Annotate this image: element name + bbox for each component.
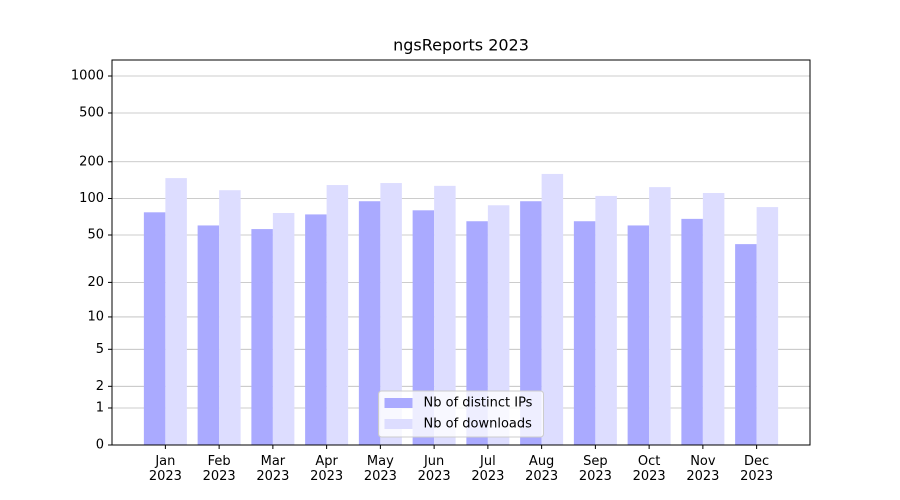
bar [326, 185, 349, 445]
y-tick-label: 5 [96, 342, 104, 357]
x-tick-label: Aug 2023 [525, 454, 559, 484]
bar [627, 225, 650, 445]
bar [165, 178, 187, 445]
x-tick-label: Jul 2023 [471, 454, 505, 484]
bar [358, 201, 381, 445]
x-tick-label: Apr 2023 [310, 454, 344, 484]
bar [272, 213, 295, 445]
bar [756, 207, 779, 445]
bar [573, 221, 596, 445]
bar [219, 190, 241, 445]
x-tick-label: Dec 2023 [740, 454, 774, 484]
bar [251, 229, 273, 445]
y-tick-label: 200 [79, 154, 104, 169]
bar [412, 210, 435, 445]
bar [466, 221, 488, 445]
legend: Nb of distinct IPs Nb of downloads [378, 390, 544, 438]
y-tick-label: 500 [79, 105, 104, 120]
x-tick-label: Jun 2023 [417, 454, 451, 484]
legend-box [378, 390, 544, 438]
y-tick-label: 2 [96, 379, 104, 394]
x-tick-label: Mar 2023 [256, 454, 290, 484]
chart-title: ngsReports 2023 [393, 36, 529, 55]
bar [197, 225, 220, 445]
y-tick-label: 100 [79, 191, 104, 206]
legend-swatch [384, 398, 413, 408]
bar [380, 183, 402, 445]
x-tick-label: Nov 2023 [686, 454, 720, 484]
x-tick-label: Jan 2023 [148, 454, 182, 484]
bar [305, 214, 327, 445]
bar [143, 212, 166, 445]
y-tick-label: 50 [87, 228, 104, 243]
y-tick-label: 1 [96, 400, 104, 415]
y-tick-label: 20 [87, 275, 104, 290]
x-tick-label: Sep 2023 [578, 454, 612, 484]
bar [702, 192, 725, 445]
bar [434, 185, 456, 445]
legend-label: Nb of distinct IPs [424, 396, 533, 411]
x-tick-label: Feb 2023 [202, 454, 236, 484]
bar [541, 173, 564, 446]
axes-frame [111, 59, 811, 446]
bar [735, 244, 757, 445]
bar [681, 218, 703, 445]
legend-label: Nb of downloads [424, 417, 533, 432]
legend-swatch [384, 419, 413, 429]
x-tick-label: May 2023 [363, 454, 397, 484]
bar [520, 201, 542, 445]
x-tick-label: Oct 2023 [632, 454, 666, 484]
y-tick-label: 1000 [71, 69, 104, 84]
bar [595, 195, 617, 445]
y-tick-label: 0 [96, 438, 104, 453]
bar [649, 187, 671, 445]
y-tick-label: 10 [87, 309, 104, 324]
bar [487, 205, 510, 445]
